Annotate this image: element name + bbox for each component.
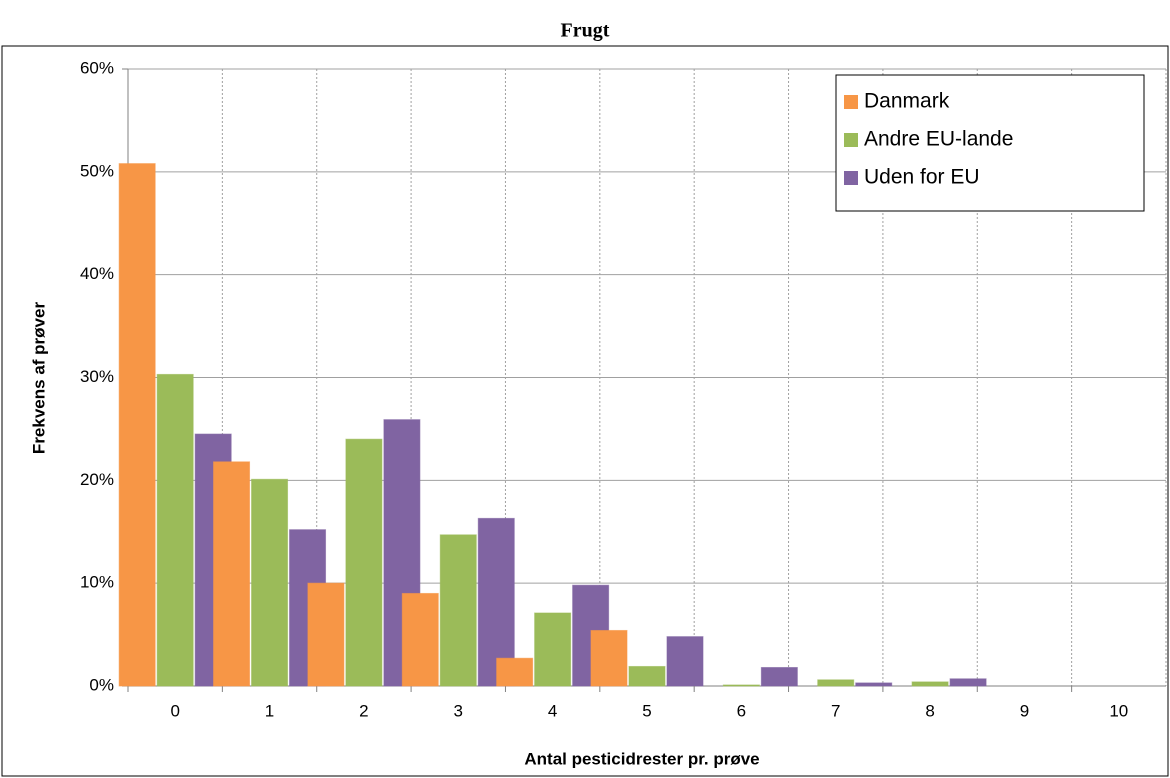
chart-title: Frugt xyxy=(561,20,610,42)
bar xyxy=(855,682,893,687)
bar xyxy=(401,592,439,687)
bar xyxy=(439,534,477,687)
x-tick-label: 4 xyxy=(548,701,557,720)
x-tick-label: 3 xyxy=(454,701,463,720)
legend-swatch xyxy=(844,133,858,147)
bar xyxy=(345,438,383,687)
bar xyxy=(156,373,194,687)
x-tick-label: 9 xyxy=(1020,701,1029,720)
x-tick-label: 7 xyxy=(831,701,840,720)
bar xyxy=(590,629,628,687)
y-tick-label: 60% xyxy=(80,58,114,77)
legend-swatch xyxy=(844,95,858,109)
bar xyxy=(949,678,987,687)
x-tick-label: 5 xyxy=(642,701,651,720)
bar xyxy=(213,461,251,687)
x-tick-label: 1 xyxy=(265,701,274,720)
x-tick-label: 2 xyxy=(359,701,368,720)
bar xyxy=(118,163,156,687)
legend-text: Andre EU-lande xyxy=(864,128,1013,151)
bar xyxy=(628,665,666,687)
bar xyxy=(307,582,345,687)
bar xyxy=(496,657,534,687)
bar xyxy=(722,684,760,687)
bar xyxy=(534,612,572,687)
legend-swatch xyxy=(844,171,858,185)
bar xyxy=(911,681,949,687)
x-tick-label: 6 xyxy=(737,701,746,720)
bar xyxy=(817,679,855,687)
bar xyxy=(666,636,704,687)
y-tick-label: 40% xyxy=(80,264,114,283)
legend-box xyxy=(835,74,1145,212)
bar xyxy=(760,666,798,687)
y-tick-label: 0% xyxy=(89,675,114,694)
x-tick-label: 10 xyxy=(1109,701,1128,720)
chart-border xyxy=(1,45,1169,777)
bar xyxy=(251,478,289,687)
x-axis-title: Antal pesticidrester pr. prøve xyxy=(524,749,759,768)
y-tick-label: 10% xyxy=(80,573,114,592)
legend-text: Uden for EU xyxy=(864,166,980,189)
y-axis-title: Frekvens af prøver xyxy=(29,302,48,455)
x-tick-label: 8 xyxy=(925,701,934,720)
y-tick-label: 50% xyxy=(80,161,114,180)
y-tick-label: 20% xyxy=(80,470,114,489)
y-tick-label: 30% xyxy=(80,367,114,386)
x-tick-label: 0 xyxy=(170,701,179,720)
legend-text: Danmark xyxy=(864,90,950,113)
